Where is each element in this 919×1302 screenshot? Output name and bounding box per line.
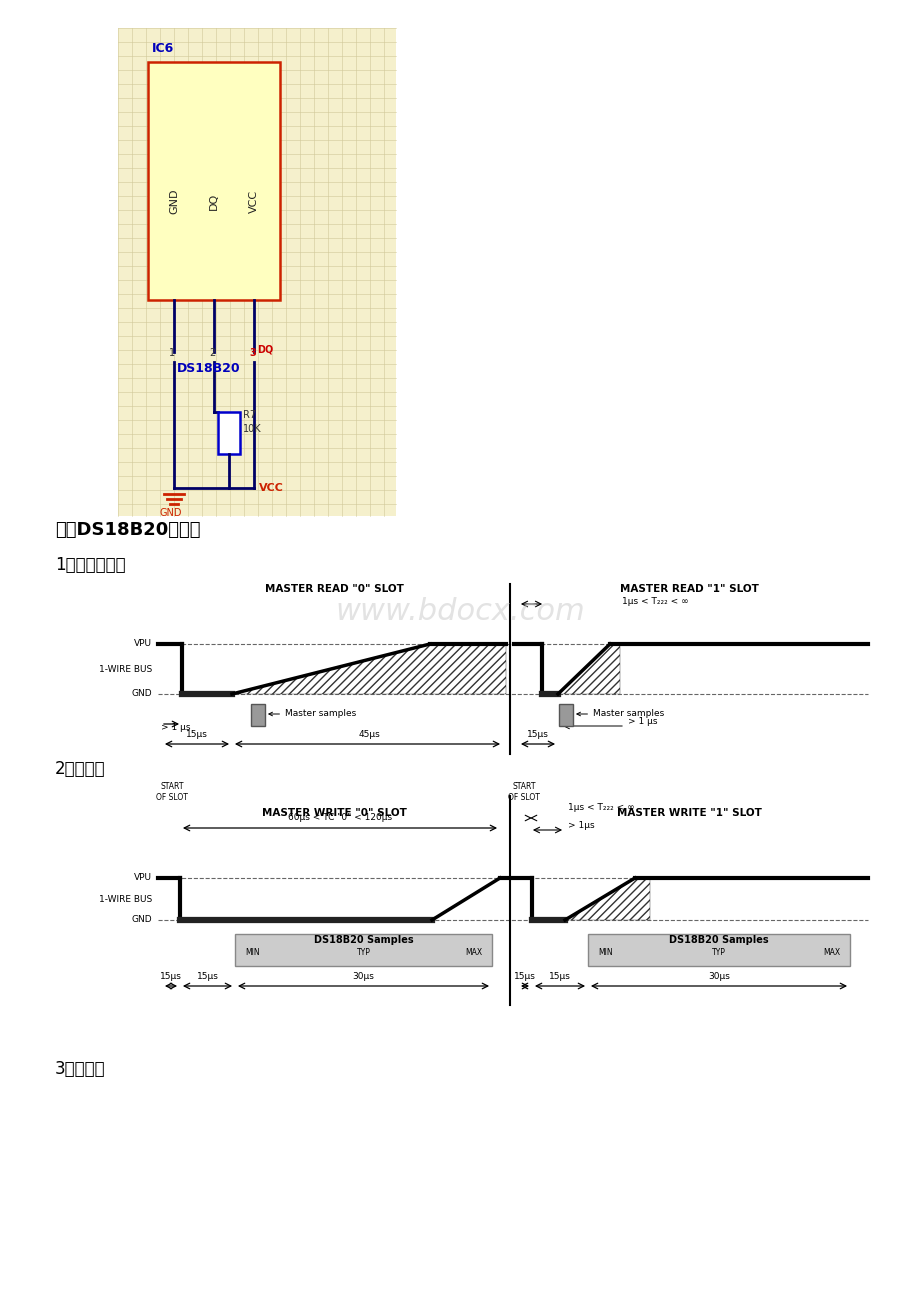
Bar xyxy=(587,934,849,966)
Text: 3．读时序: 3．读时序 xyxy=(55,1060,106,1078)
Bar xyxy=(218,411,240,454)
Text: DQ: DQ xyxy=(256,344,273,354)
Text: VPU: VPU xyxy=(134,639,152,648)
Text: GND: GND xyxy=(169,189,179,214)
Text: 15μs: 15μs xyxy=(514,973,536,980)
Text: START
OF SLOT: START OF SLOT xyxy=(507,783,539,802)
Polygon shape xyxy=(558,644,619,694)
Text: R7: R7 xyxy=(243,410,255,421)
Text: 1μs < T₂₂₂ < ∞: 1μs < T₂₂₂ < ∞ xyxy=(621,598,688,605)
Text: MASTER READ "1" SLOT: MASTER READ "1" SLOT xyxy=(618,585,757,594)
Bar xyxy=(559,704,573,727)
Text: VPU: VPU xyxy=(134,874,152,883)
Text: 1-WIRE BUS: 1-WIRE BUS xyxy=(98,664,152,673)
Text: START
OF SLOT: START OF SLOT xyxy=(156,783,187,802)
Text: MIN: MIN xyxy=(598,948,613,957)
Text: 15μs: 15μs xyxy=(197,973,218,980)
Text: 15μs: 15μs xyxy=(527,730,549,740)
Text: MIN: MIN xyxy=(245,948,260,957)
Text: GND: GND xyxy=(131,915,152,924)
Text: 1μs < T₂₂₂ < ∞: 1μs < T₂₂₂ < ∞ xyxy=(567,803,634,812)
Text: 2: 2 xyxy=(209,348,215,358)
Text: www.bdocx.com: www.bdocx.com xyxy=(335,598,584,626)
Text: DS18B20 Samples: DS18B20 Samples xyxy=(668,935,768,945)
Text: 15μs: 15μs xyxy=(549,973,571,980)
Text: MASTER WRITE "0" SLOT: MASTER WRITE "0" SLOT xyxy=(261,809,406,818)
Text: GND: GND xyxy=(131,690,152,698)
Text: 四．DS18B20时序图: 四．DS18B20时序图 xyxy=(55,521,200,539)
Text: 45μs: 45μs xyxy=(357,730,380,740)
Text: TYP: TYP xyxy=(711,948,725,957)
Text: 3: 3 xyxy=(249,348,255,358)
Text: 1: 1 xyxy=(169,348,175,358)
Text: 15μs: 15μs xyxy=(186,730,208,740)
Bar xyxy=(148,62,279,299)
Text: TYP: TYP xyxy=(357,948,370,957)
Text: 10K: 10K xyxy=(243,424,261,434)
Text: MASTER READ "0" SLOT: MASTER READ "0" SLOT xyxy=(265,585,403,594)
Text: IC6: IC6 xyxy=(152,42,174,55)
Text: 2．写时序: 2．写时序 xyxy=(55,760,106,779)
Text: > 1 μs: > 1 μs xyxy=(628,717,657,727)
Bar xyxy=(118,29,395,516)
Text: 30μs: 30μs xyxy=(352,973,374,980)
Text: DQ: DQ xyxy=(209,193,219,210)
Text: MASTER WRITE "1" SLOT: MASTER WRITE "1" SLOT xyxy=(616,809,761,818)
Text: GND: GND xyxy=(160,508,182,518)
Text: 1．初始化时序: 1．初始化时序 xyxy=(55,556,126,574)
Polygon shape xyxy=(564,878,650,921)
Text: VCC: VCC xyxy=(259,483,284,493)
Text: MAX: MAX xyxy=(465,948,482,957)
Text: 1-WIRE BUS: 1-WIRE BUS xyxy=(98,894,152,904)
Text: MAX: MAX xyxy=(823,948,840,957)
Text: 15μs: 15μs xyxy=(160,973,182,980)
Text: 60μs < TC "0" < 120μs: 60μs < TC "0" < 120μs xyxy=(288,812,391,822)
Text: DS18B20 Samples: DS18B20 Samples xyxy=(313,935,413,945)
Text: > 1 μs: > 1 μs xyxy=(161,723,190,732)
Bar xyxy=(234,934,492,966)
Text: 30μs: 30μs xyxy=(708,973,729,980)
Bar xyxy=(251,704,265,727)
Text: DS18B20: DS18B20 xyxy=(176,362,241,375)
Text: > 1μs: > 1μs xyxy=(567,822,594,829)
Text: VCC: VCC xyxy=(249,189,259,212)
Polygon shape xyxy=(232,644,505,694)
Text: Master samples: Master samples xyxy=(268,710,356,719)
Text: Master samples: Master samples xyxy=(576,710,664,719)
